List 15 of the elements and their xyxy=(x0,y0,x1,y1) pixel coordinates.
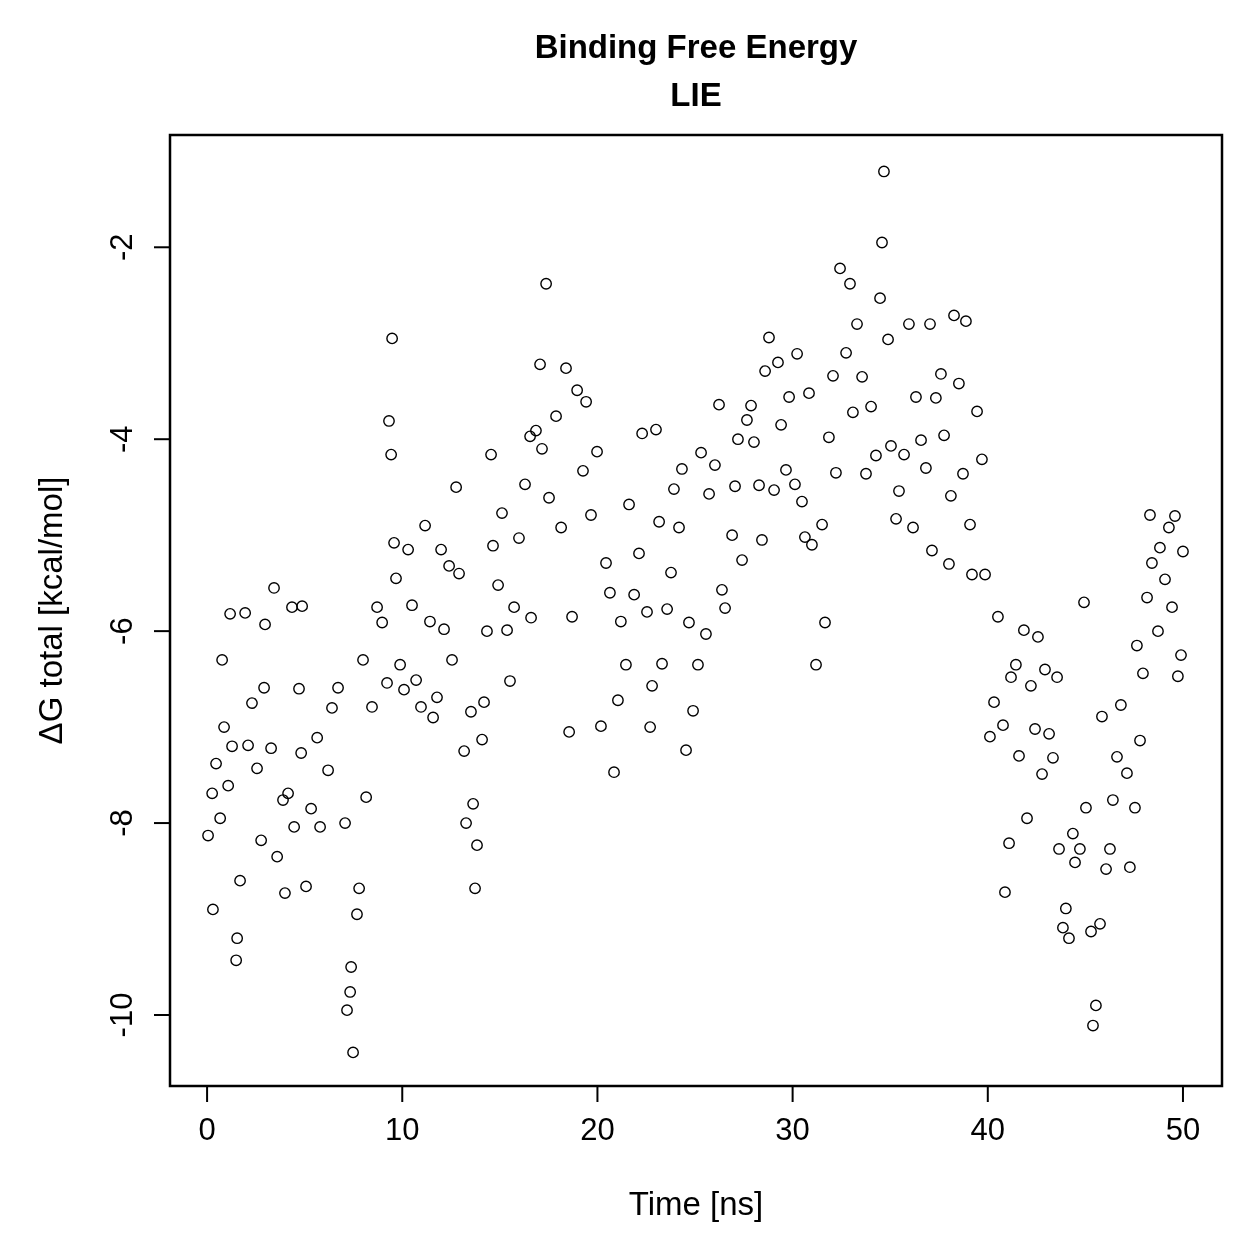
x-tick-label: 0 xyxy=(198,1112,216,1147)
x-axis-title: Time [ns] xyxy=(628,1185,764,1222)
x-tick-label: 30 xyxy=(775,1112,810,1147)
y-axis-title: ΔG total [kcal/mol] xyxy=(32,476,69,745)
y-tick-label: -4 xyxy=(104,425,139,453)
chart-subtitle: LIE xyxy=(670,76,722,113)
x-tick-label: 20 xyxy=(580,1112,615,1147)
y-tick-label: -6 xyxy=(104,617,139,645)
chart-title: Binding Free Energy xyxy=(534,28,858,65)
y-tick-label: -10 xyxy=(104,992,139,1038)
x-tick-label: 50 xyxy=(1165,1112,1201,1147)
x-tick-label: 40 xyxy=(970,1112,1006,1147)
y-tick-label: -8 xyxy=(104,809,139,837)
y-tick-label: -2 xyxy=(104,233,139,262)
x-tick-label: 10 xyxy=(385,1112,420,1147)
